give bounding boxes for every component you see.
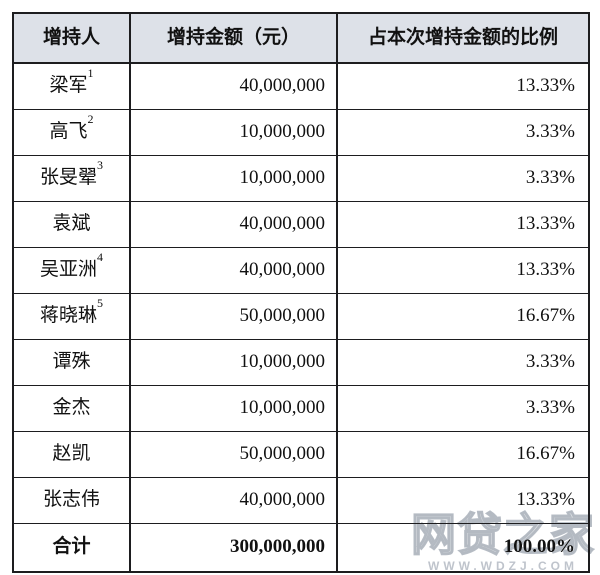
ratio-cell: 13.33% xyxy=(336,246,590,294)
holder-name: 赵凯 xyxy=(52,442,91,464)
holder-footnote-sup: 5 xyxy=(97,296,103,311)
amount-cell: 40,000,000 xyxy=(129,476,338,524)
holder-footnote-sup: 2 xyxy=(87,112,94,127)
ratio-cell: 3.33% xyxy=(336,338,590,386)
total-amount: 300,000,000 xyxy=(129,522,338,573)
holder-name: 蒋晓琳 xyxy=(39,304,97,326)
holdings-table: 增持人 增持金额（元） 占本次增持金额的比例 梁军1 40,000,000 13… xyxy=(12,12,590,573)
ratio-cell: 13.33% xyxy=(336,476,590,524)
table-row: 赵凯 50,000,000 16.67% xyxy=(12,430,590,478)
holder-name: 张志伟 xyxy=(42,488,100,510)
table-row: 高飞2 10,000,000 3.33% xyxy=(12,108,590,156)
ratio-cell: 3.33% xyxy=(336,108,590,156)
amount-cell: 50,000,000 xyxy=(129,430,338,478)
amount-cell: 40,000,000 xyxy=(129,200,338,248)
total-ratio: 100.00% xyxy=(336,522,590,573)
holder-footnote-sup: 1 xyxy=(87,66,94,81)
total-label: 合计 xyxy=(12,522,131,573)
table-body: 梁军1 40,000,000 13.33% 高飞2 10,000,000 3.3… xyxy=(12,62,590,524)
column-header-ratio: 占本次增持金额的比例 xyxy=(336,12,590,64)
column-header-holder: 增持人 xyxy=(12,12,131,64)
table-row: 吴亚洲4 40,000,000 13.33% xyxy=(12,246,590,294)
table-row: 张志伟 40,000,000 13.33% xyxy=(12,476,590,524)
holder-name: 金杰 xyxy=(52,396,91,418)
holder-name-cell: 高飞2 xyxy=(12,108,131,156)
holder-name-cell: 张旻翚3 xyxy=(12,154,131,202)
table-header: 增持人 增持金额（元） 占本次增持金额的比例 xyxy=(12,12,590,64)
table-row: 谭殊 10,000,000 3.33% xyxy=(12,338,590,386)
ratio-cell: 13.33% xyxy=(336,62,590,110)
holder-name-cell: 谭殊 xyxy=(12,338,131,386)
column-header-amount: 增持金额（元） xyxy=(129,12,338,64)
table-row: 蒋晓琳5 50,000,000 16.67% xyxy=(12,292,590,340)
holder-name: 袁斌 xyxy=(52,212,91,234)
amount-cell: 10,000,000 xyxy=(129,384,338,432)
holdings-table-container: 增持人 增持金额（元） 占本次增持金额的比例 梁军1 40,000,000 13… xyxy=(12,12,590,573)
holder-name: 高飞 xyxy=(49,120,88,142)
amount-cell: 10,000,000 xyxy=(129,108,338,156)
table-row: 张旻翚3 10,000,000 3.33% xyxy=(12,154,590,202)
holder-footnote-sup: 3 xyxy=(97,158,103,173)
holder-name-cell: 吴亚洲4 xyxy=(12,246,131,294)
ratio-cell: 3.33% xyxy=(336,154,590,202)
holder-name-cell: 赵凯 xyxy=(12,430,131,478)
holder-name: 吴亚洲 xyxy=(39,258,97,280)
holder-name: 梁军 xyxy=(49,74,88,96)
header-row: 增持人 增持金额（元） 占本次增持金额的比例 xyxy=(12,12,590,64)
total-row: 合计 300,000,000 100.00% xyxy=(12,522,590,573)
table-row: 金杰 10,000,000 3.33% xyxy=(12,384,590,432)
table-row: 梁军1 40,000,000 13.33% xyxy=(12,62,590,110)
holder-name-cell: 金杰 xyxy=(12,384,131,432)
holder-name-cell: 梁军1 xyxy=(12,62,131,110)
amount-cell: 10,000,000 xyxy=(129,338,338,386)
table-row: 袁斌 40,000,000 13.33% xyxy=(12,200,590,248)
holder-name-cell: 蒋晓琳5 xyxy=(12,292,131,340)
amount-cell: 40,000,000 xyxy=(129,62,338,110)
holder-name: 谭殊 xyxy=(52,350,91,372)
ratio-cell: 13.33% xyxy=(336,200,590,248)
amount-cell: 50,000,000 xyxy=(129,292,338,340)
holder-name: 张旻翚 xyxy=(39,166,97,188)
ratio-cell: 3.33% xyxy=(336,384,590,432)
ratio-cell: 16.67% xyxy=(336,292,590,340)
amount-cell: 40,000,000 xyxy=(129,246,338,294)
ratio-cell: 16.67% xyxy=(336,430,590,478)
table-footer: 合计 300,000,000 100.00% xyxy=(12,522,590,573)
holder-name-cell: 张志伟 xyxy=(12,476,131,524)
holder-name-cell: 袁斌 xyxy=(12,200,131,248)
holder-footnote-sup: 4 xyxy=(97,250,103,265)
amount-cell: 10,000,000 xyxy=(129,154,338,202)
